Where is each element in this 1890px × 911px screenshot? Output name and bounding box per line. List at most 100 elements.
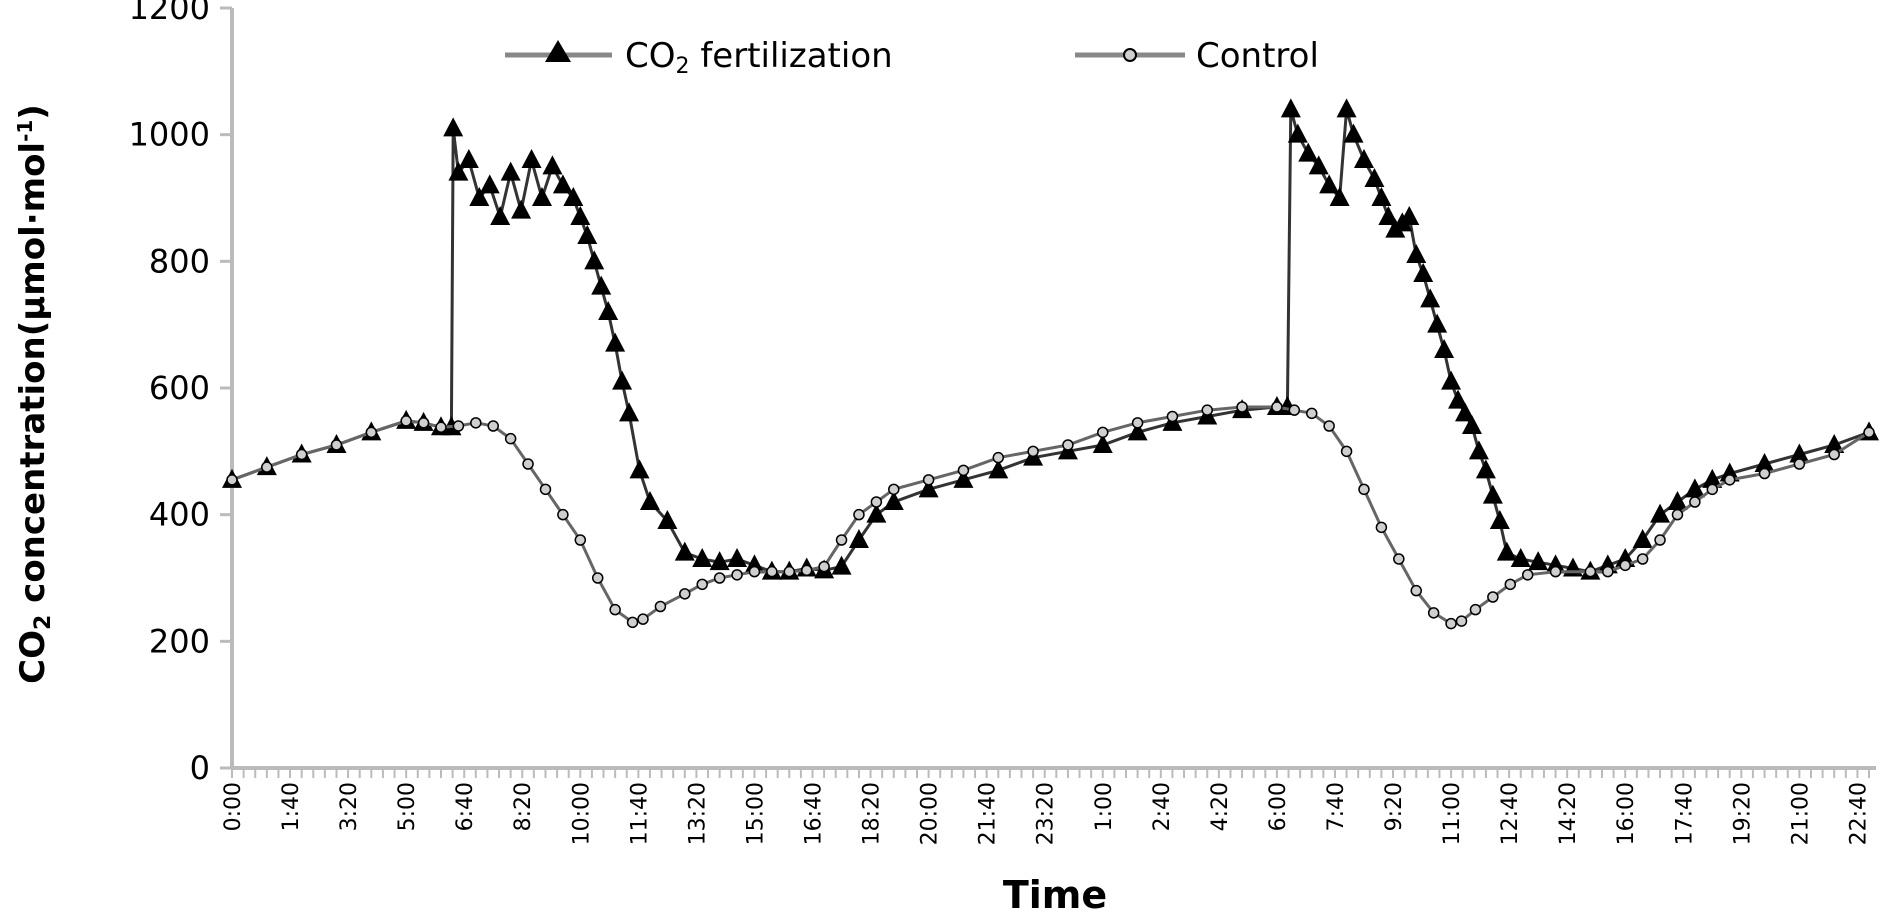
data-point-control — [574, 534, 587, 546]
x-tick-label: 11:00 — [1440, 782, 1465, 845]
x-tick-label: 23:20 — [1034, 782, 1059, 845]
data-point-control — [1602, 565, 1614, 578]
data-point-co2-fertilization — [552, 174, 573, 194]
data-point-control — [609, 603, 621, 616]
data-point-control — [1487, 591, 1499, 603]
data-point-control — [487, 420, 499, 432]
data-point-control — [226, 474, 238, 486]
data-point-co2-fertilization — [469, 187, 490, 206]
data-point-control — [748, 565, 761, 578]
data-point-co2-fertilization — [883, 491, 904, 510]
data-point-control — [557, 508, 569, 521]
legend-marker-circle — [1123, 48, 1137, 62]
data-point-co2-fertilization — [727, 548, 748, 567]
data-point-co2-fertilization — [866, 503, 887, 523]
data-point-co2-fertilization — [1632, 529, 1653, 548]
data-point-co2-fertilization — [598, 301, 619, 320]
x-tick-label: 11:40 — [627, 782, 652, 845]
data-point-co2-fertilization — [639, 491, 660, 510]
data-point-co2-fertilization — [1092, 434, 1113, 453]
x-tick-label: 18:20 — [860, 782, 885, 845]
x-tick-label: 19:20 — [1730, 782, 1755, 845]
data-point-co2-fertilization — [1719, 462, 1740, 482]
data-point-co2-fertilization — [511, 199, 532, 219]
data-point-co2-fertilization — [1667, 491, 1688, 510]
x-tick-label: 16:00 — [1614, 782, 1639, 845]
data-point-co2-fertilization — [1319, 174, 1340, 194]
data-point-control — [1863, 426, 1875, 439]
data-point-control — [1097, 426, 1109, 439]
data-point-control — [591, 572, 604, 584]
y-tick-label: 200 — [149, 622, 210, 660]
data-point-control — [1340, 445, 1353, 458]
legend-entry-control: Control — [1075, 36, 1319, 76]
data-point-control — [295, 448, 308, 461]
x-tick-label: 6:40 — [453, 782, 478, 831]
data-point-co2-fertilization — [1427, 313, 1448, 333]
y-ticks: 0 200 400 600 800 1000 1200 — [129, 0, 232, 787]
x-tick-label: 10:00 — [569, 782, 594, 845]
data-point-control — [1288, 404, 1301, 416]
data-point-co2-fertilization — [1475, 459, 1496, 479]
series-control — [226, 401, 1875, 630]
data-point-co2-fertilization — [1127, 421, 1148, 441]
data-point-co2-fertilization — [1510, 548, 1531, 567]
data-point-co2-fertilization — [657, 510, 678, 529]
data-point-co2-fertilization — [1468, 440, 1489, 460]
x-tick-label: 2:40 — [1150, 782, 1175, 831]
data-point-co2-fertilization — [1824, 434, 1845, 453]
x-tick-label: 13:20 — [685, 782, 710, 845]
x-tick-label: 1:00 — [1092, 782, 1117, 831]
x-tick-label: 7:40 — [1324, 782, 1349, 831]
data-point-control — [330, 439, 343, 451]
data-point-control — [870, 496, 883, 508]
data-point-co2-fertilization — [918, 478, 939, 498]
data-point-control — [1758, 467, 1771, 480]
data-point-control — [1062, 439, 1074, 451]
data-point-co2-fertilization — [577, 225, 598, 244]
data-point-control — [522, 458, 534, 470]
data-point-control — [1584, 565, 1597, 578]
data-point-control — [696, 578, 708, 591]
data-point-control — [1504, 578, 1517, 591]
data-point-co2-fertilization — [1413, 263, 1434, 282]
x-axis-title: Time — [1003, 873, 1107, 911]
x-tick-label: 21:00 — [1788, 782, 1813, 845]
data-point-co2-fertilization — [563, 187, 584, 206]
data-point-co2-fertilization — [1702, 468, 1723, 488]
data-point-control — [504, 432, 517, 445]
data-point-control — [1455, 615, 1468, 627]
data-point-control — [853, 508, 865, 521]
x-tick-label: 21:40 — [976, 782, 1001, 845]
data-point-control — [818, 560, 830, 573]
data-point-control — [1410, 584, 1422, 597]
data-point-control — [435, 421, 447, 434]
data-point-control — [783, 565, 796, 578]
data-point-control — [1549, 565, 1562, 578]
data-point-control — [1358, 483, 1370, 496]
x-tick-label: 22:40 — [1846, 782, 1871, 845]
data-point-co2-fertilization — [1650, 503, 1671, 523]
y-tick-label: 0 — [190, 749, 210, 787]
data-point-co2-fertilization — [1448, 389, 1469, 409]
legend-label-control: Control — [1196, 36, 1319, 76]
data-point-control — [654, 600, 667, 613]
data-point-co2-fertilization — [443, 117, 464, 137]
data-point-control — [766, 565, 778, 578]
data-point-co2-fertilization — [500, 161, 521, 181]
y-tick-label: 600 — [149, 369, 210, 407]
data-point-co2-fertilization — [988, 459, 1009, 479]
series-layer — [222, 98, 1880, 630]
data-point-co2-fertilization — [531, 187, 552, 206]
data-point-co2-fertilization — [1371, 187, 1392, 206]
data-point-co2-fertilization — [1461, 415, 1482, 434]
y-tick-label: 800 — [149, 242, 210, 280]
data-point-control — [713, 572, 726, 584]
data-point-co2-fertilization — [570, 206, 591, 225]
x-ticks: 0:00 1:40 3:20 5:00 6:40 8:20 10:00 11:40 13:20 1… — [221, 768, 1871, 845]
data-point-co2-fertilization — [1406, 244, 1427, 263]
data-point-co2-fertilization — [1684, 478, 1705, 498]
data-point-co2-fertilization — [1353, 149, 1374, 168]
data-point-control — [731, 569, 743, 581]
data-point-control — [417, 417, 430, 429]
